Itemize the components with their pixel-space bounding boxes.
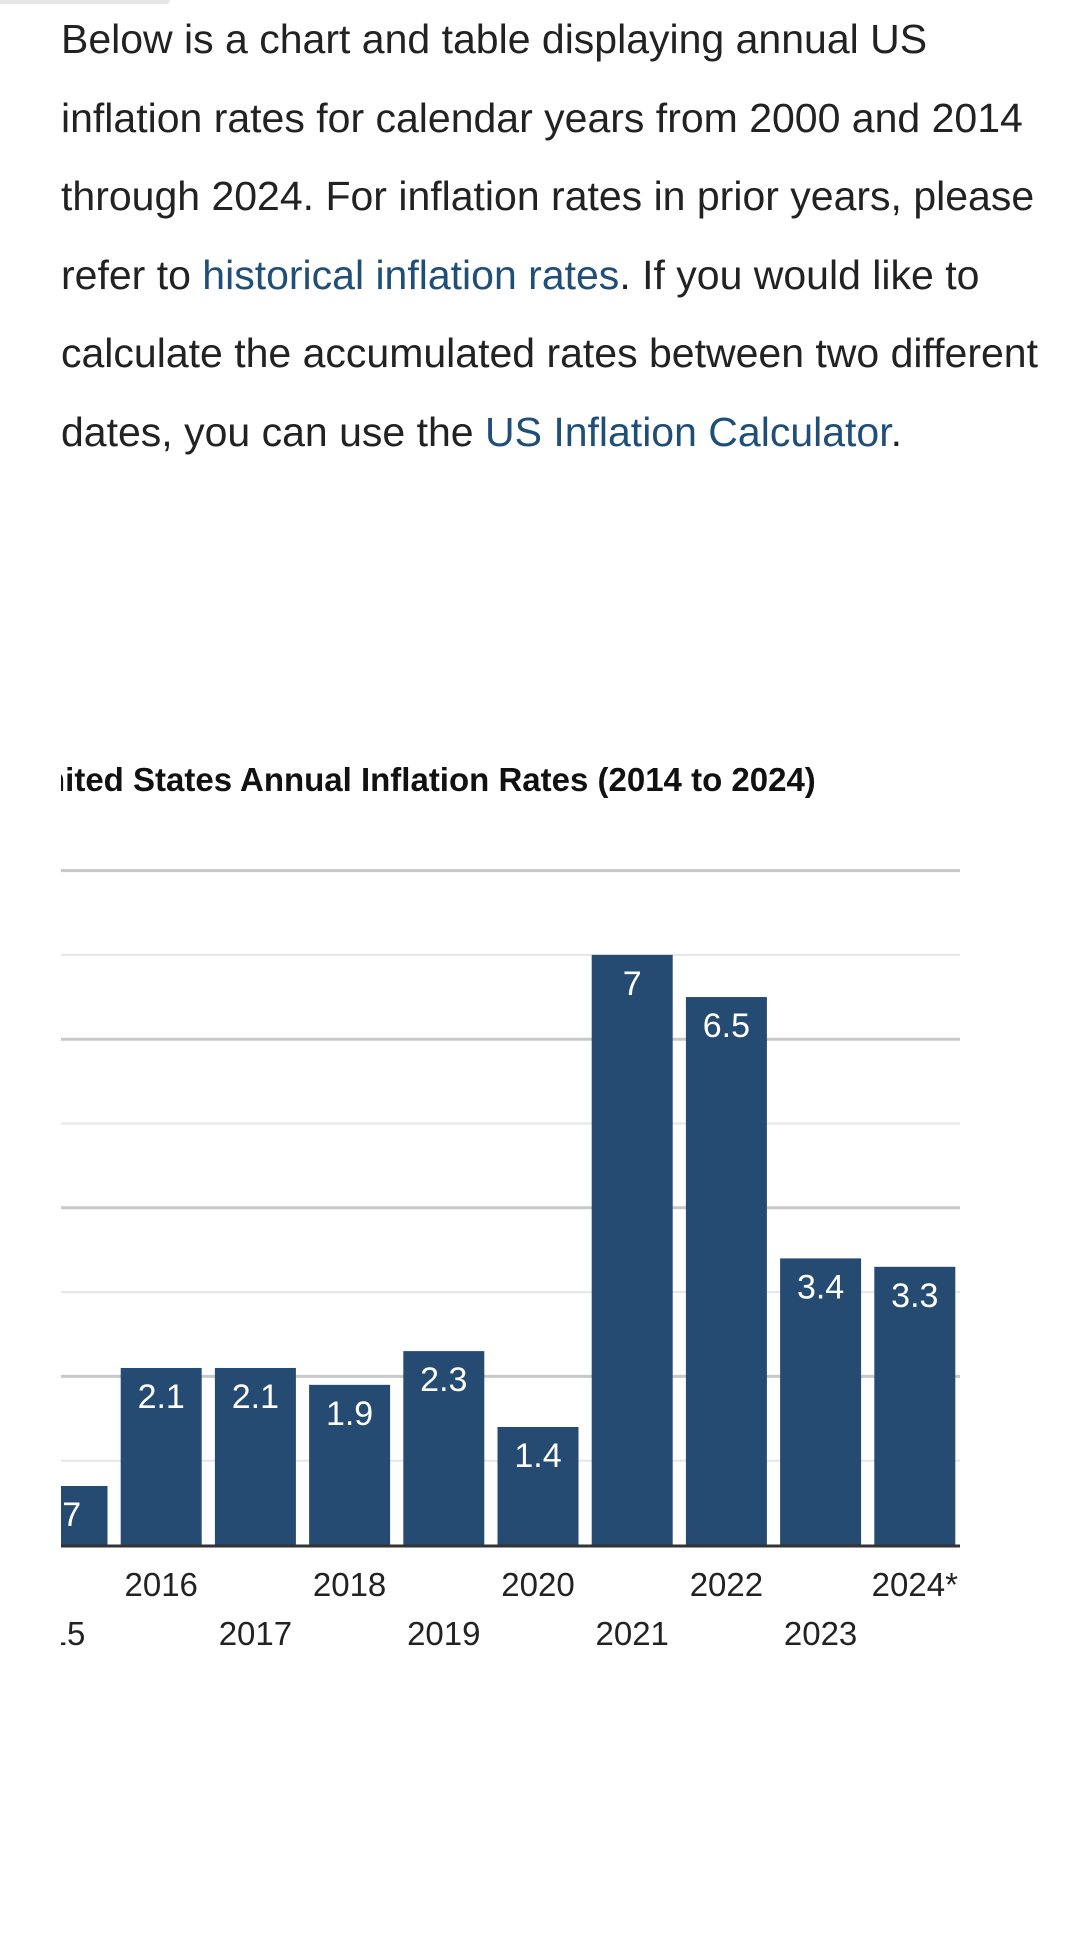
- x-tick-2024: 2024*: [872, 1566, 958, 1603]
- x-tick-2022: 2022: [690, 1566, 763, 1603]
- bar-2019[interactable]: [403, 1351, 485, 1545]
- value-label-2015: .7: [53, 1496, 81, 1534]
- x-tick-2017: 2017: [219, 1615, 292, 1652]
- value-label-2021: 7: [623, 965, 642, 1003]
- bar-2018[interactable]: [309, 1384, 391, 1545]
- bar-2024[interactable]: [874, 1266, 956, 1545]
- value-label-2022: 6.5: [703, 1007, 750, 1045]
- x-tick-2018: 2018: [313, 1566, 386, 1603]
- value-label-2020: 1.4: [514, 1437, 561, 1475]
- value-label-2017: 2.1: [232, 1378, 279, 1416]
- intro-text-after: .: [890, 408, 903, 455]
- bar-2016[interactable]: [120, 1367, 202, 1545]
- intro-paragraph: Below is a chart and table displaying an…: [61, 0, 1041, 471]
- value-label-2018: 1.9: [326, 1395, 373, 1433]
- chart-bars: [27, 954, 956, 1545]
- value-label-2019: 2.3: [420, 1361, 467, 1399]
- historical-inflation-rates-link[interactable]: historical inflation rates: [202, 251, 620, 298]
- value-label-2016: 2.1: [138, 1378, 185, 1416]
- bar-2022[interactable]: [685, 997, 767, 1545]
- intro-text-before: Below is a chart and table displaying an…: [61, 16, 1035, 298]
- bar-2017[interactable]: [214, 1367, 296, 1545]
- chart-x-tick-labels: 15 2016 2017 2018 2019 2020 2021 2022 2023 2024*: [49, 1566, 958, 1652]
- x-tick-2019: 2019: [407, 1615, 480, 1652]
- bar-2023[interactable]: [780, 1258, 862, 1545]
- value-label-2024: 3.3: [891, 1277, 938, 1315]
- chart-title-text: nited States Annual Inflation Rates (201…: [61, 761, 816, 798]
- chart-title: nited States Annual Inflation Rates (201…: [61, 755, 961, 805]
- x-tick-2020: 2020: [501, 1566, 574, 1603]
- x-tick-2015: 15: [49, 1615, 86, 1652]
- x-tick-2016: 2016: [124, 1566, 197, 1603]
- value-label-2023: 3.4: [797, 1268, 844, 1306]
- x-tick-2021: 2021: [595, 1615, 668, 1652]
- us-inflation-calculator-link[interactable]: US Inflation Calculator: [484, 408, 891, 455]
- bar-2020[interactable]: [497, 1426, 579, 1545]
- intro-text-middle: . If you would like to calculate the acc…: [61, 251, 1038, 455]
- x-tick-2023: 2023: [784, 1615, 857, 1652]
- chart-value-labels: .7 2.1 2.1 1.9 2.3 1.4 7 6.5 3.4 3.3: [53, 965, 938, 1534]
- top-card-edge: [0, 0, 170, 4]
- bar-2015[interactable]: [27, 1485, 108, 1545]
- bar-2021[interactable]: [591, 954, 673, 1545]
